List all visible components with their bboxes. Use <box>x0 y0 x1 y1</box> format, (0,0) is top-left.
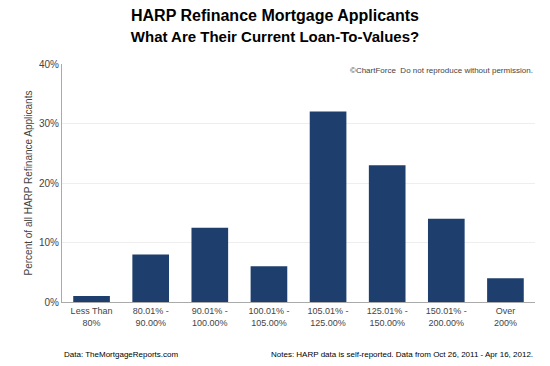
svg-text:30%: 30% <box>39 118 59 129</box>
svg-text:Percent of all HARP Refinance: Percent of all HARP Refinance Applicants <box>23 91 34 276</box>
svg-text:Over200%: Over200% <box>494 306 517 328</box>
svg-text:150.01% -200.00%: 150.01% -200.00% <box>426 306 467 328</box>
svg-text:20%: 20% <box>39 178 59 189</box>
svg-text:0%: 0% <box>45 297 60 308</box>
svg-text:Data: TheMortgageReports.com: Data: TheMortgageReports.com <box>64 350 178 359</box>
svg-text:40%: 40% <box>39 59 59 70</box>
svg-text:Less Than80%: Less Than80% <box>71 306 113 328</box>
svg-text:125.01% -150.00%: 125.01% -150.00% <box>367 306 408 328</box>
svg-text:HARP Refinance Mortgage Applic: HARP Refinance Mortgage ApplicantsWhat A… <box>131 7 419 45</box>
svg-text:10%: 10% <box>39 237 59 248</box>
svg-text:80.01% -90.00%: 80.01% -90.00% <box>133 306 169 328</box>
svg-text:90.01% -100.00%: 90.01% -100.00% <box>192 306 228 328</box>
svg-text:105.01% -125.00%: 105.01% -125.00% <box>308 306 349 328</box>
svg-text:Notes: HARP data is self-repor: Notes: HARP data is self-reported. Data … <box>271 350 533 359</box>
svg-text:©ChartForce Do not reproduce: ©ChartForce Do not reproduce without per… <box>350 66 533 75</box>
svg-text:100.01% -105.00%: 100.01% -105.00% <box>248 306 289 328</box>
